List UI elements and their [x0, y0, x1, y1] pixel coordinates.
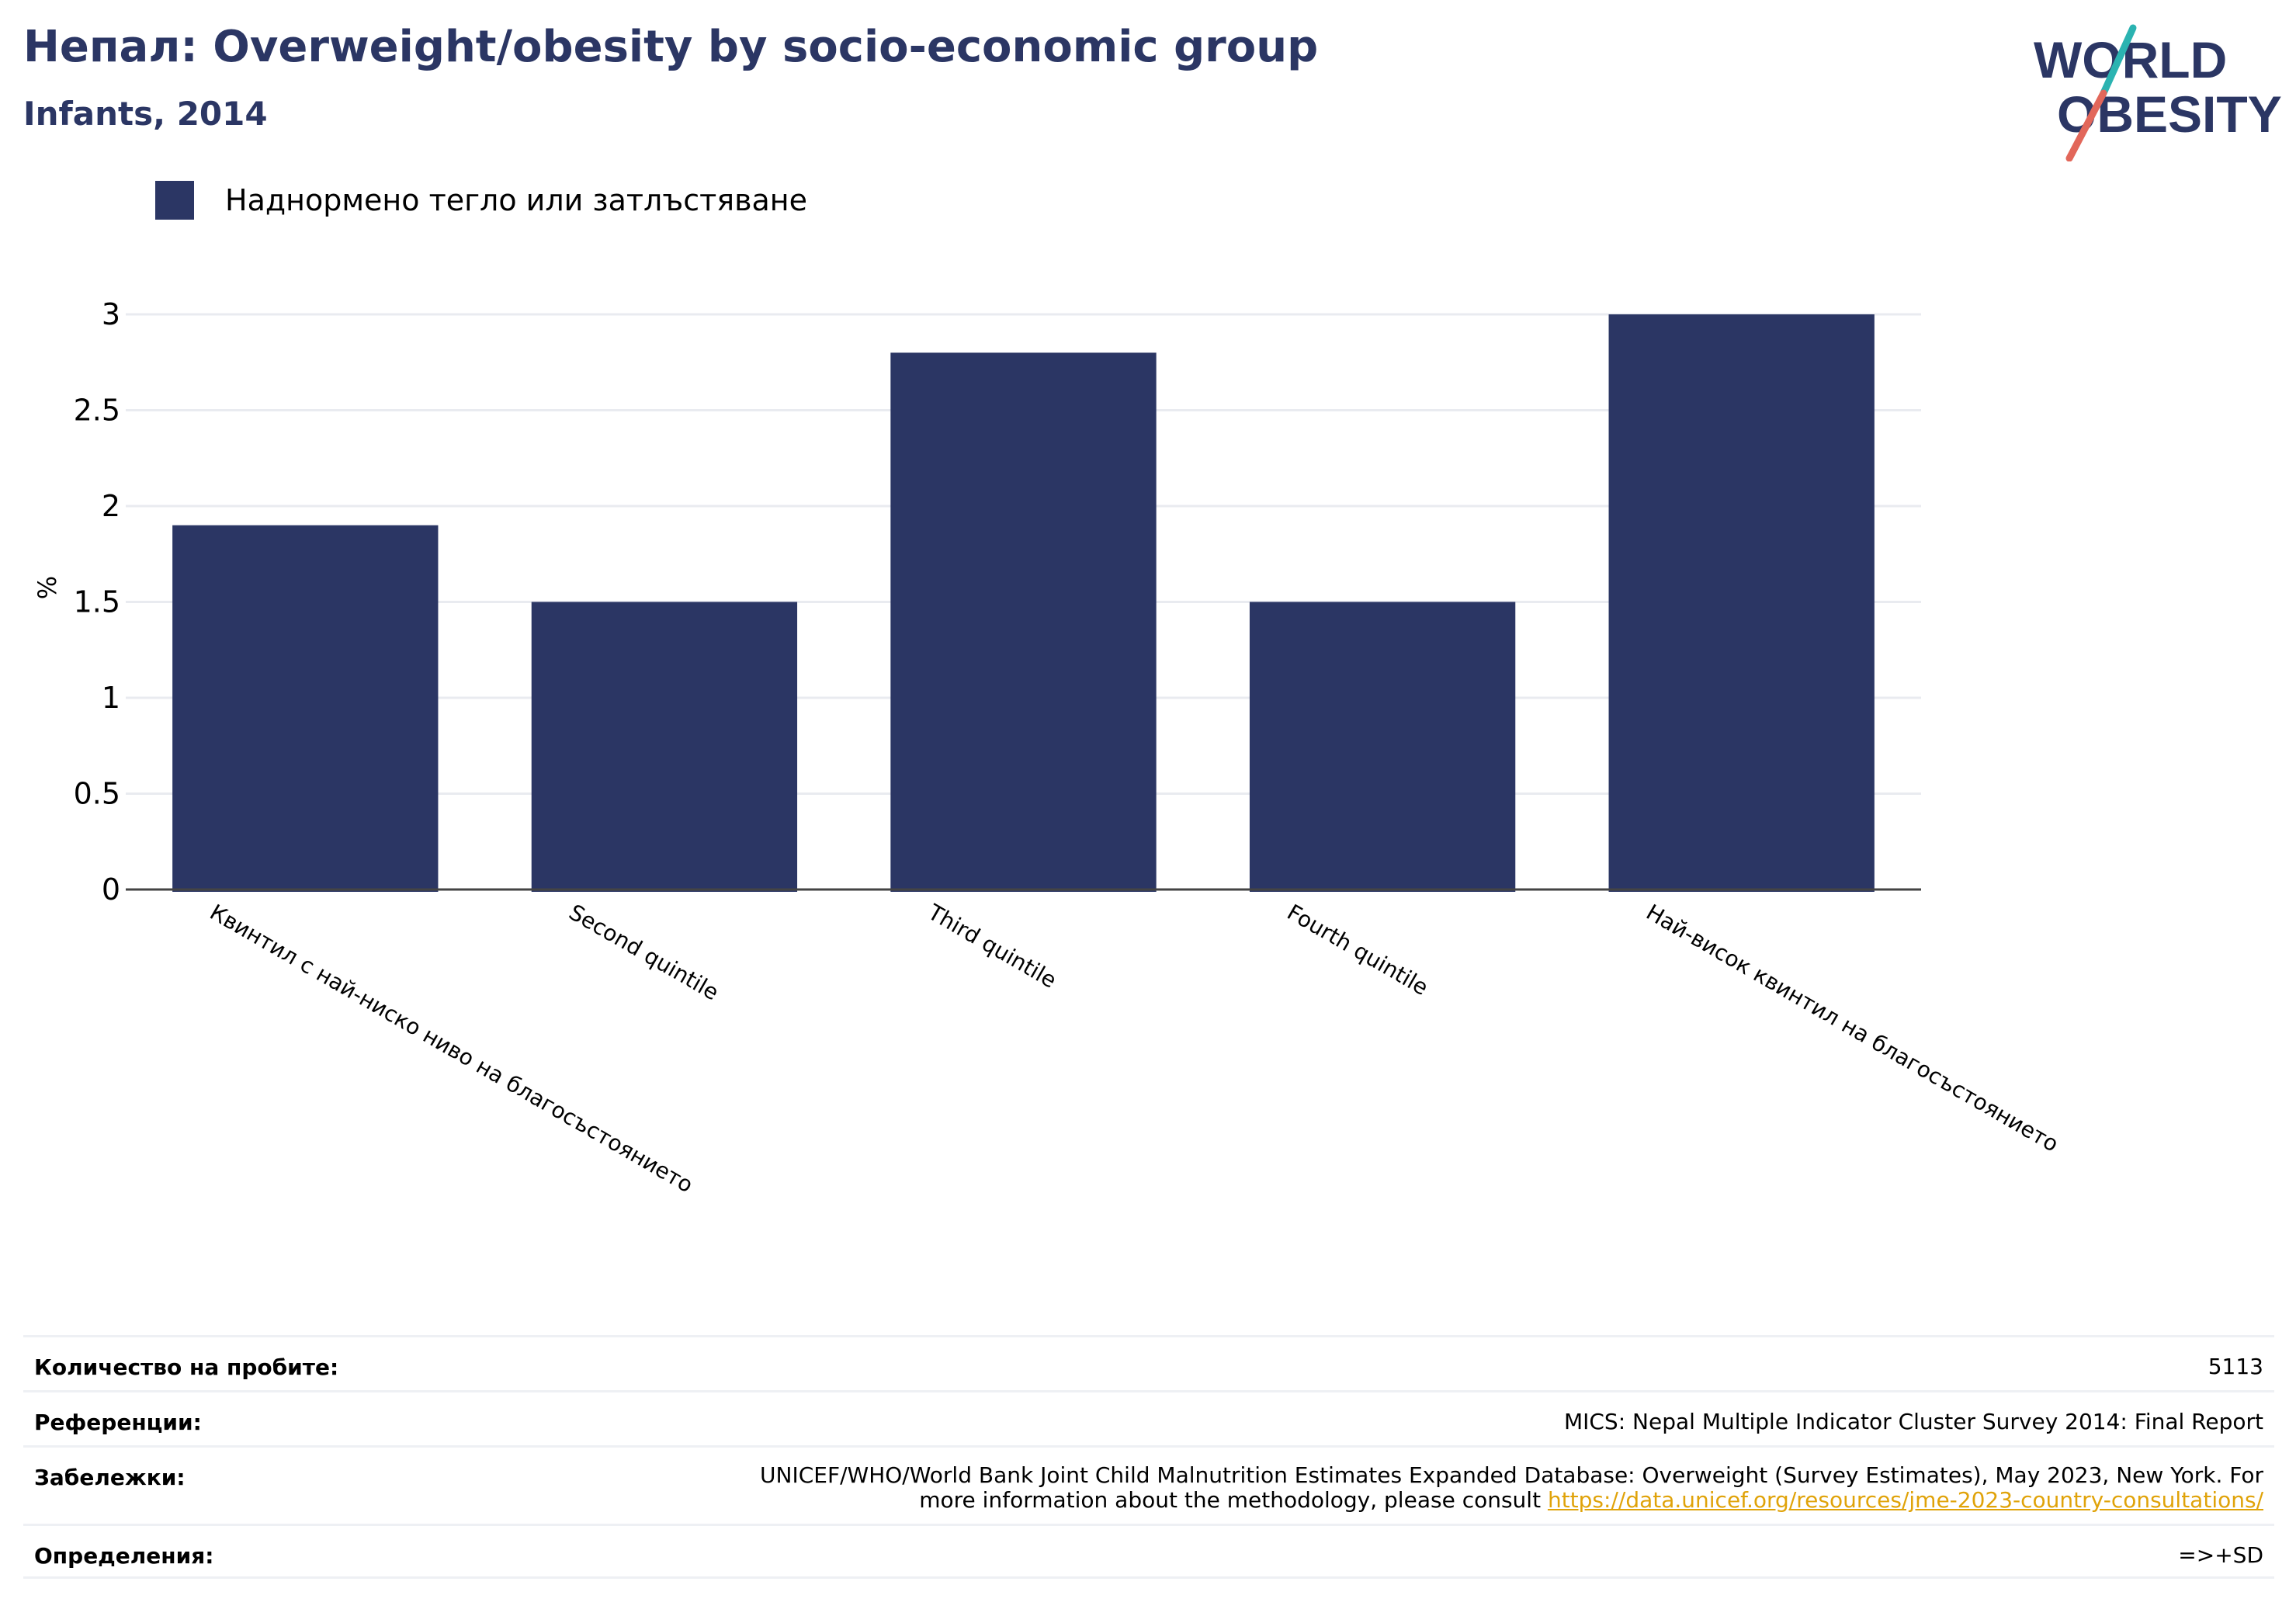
- bar: [531, 602, 798, 892]
- definitions-label: Определения:: [34, 1543, 214, 1569]
- y-tick-label: 2: [102, 489, 120, 523]
- y-tick-label: 0.5: [74, 777, 120, 811]
- x-tick-label: Third quintile: [923, 899, 1061, 994]
- x-tick-label: Най-висок квинтил на благосъстоянието: [1642, 899, 2062, 1157]
- y-axis-label: %: [33, 576, 62, 599]
- notes-text-line-2: more information about the methodology, …: [919, 1487, 1548, 1513]
- legend-label: Наднормено тегло или затлъстяване: [225, 183, 807, 217]
- y-tick-label: 1: [102, 681, 120, 715]
- definitions-value: =>+SD: [2178, 1542, 2263, 1568]
- notes-text-line-1: UNICEF/WHO/World Bank Joint Child Malnut…: [760, 1462, 2263, 1488]
- methodology-link[interactable]: https://data.unicef.org/resources/jme-20…: [1547, 1487, 2263, 1513]
- chart-subtitle: Infants, 2014: [23, 95, 268, 133]
- y-tick-label: 2.5: [74, 394, 120, 428]
- info-row-definitions: Определения: =>+SD: [23, 1524, 2274, 1579]
- logo-slash-teal: [2100, 24, 2137, 97]
- bar-chart: 00.511.522.53%Квинтил с най-ниско ниво н…: [33, 297, 2063, 1198]
- chart-title: Непал: Overweight/obesity by socio-econo…: [23, 22, 1319, 72]
- y-tick-label: 3: [102, 297, 120, 331]
- y-tick-label: 1.5: [74, 585, 120, 619]
- info-row-references: Референции: MICS: Nepal Multiple Indicat…: [23, 1390, 2274, 1445]
- sample-size-label: Количество на пробите:: [34, 1354, 339, 1380]
- world-obesity-logo: WORLD OBESITY: [2034, 24, 2282, 161]
- info-row-sample: Количество на пробите: 5113: [23, 1335, 2274, 1390]
- legend-swatch: [155, 181, 194, 220]
- x-tick-label: Second quintile: [564, 899, 723, 1005]
- bar: [172, 525, 439, 892]
- sample-size-value: 5113: [2208, 1354, 2263, 1379]
- y-tick-label: 0: [102, 872, 120, 907]
- references-label: Референции:: [34, 1410, 202, 1435]
- legend: Наднормено тегло или затлъстяване: [155, 180, 807, 220]
- x-tick-label: Fourth quintile: [1283, 899, 1433, 1001]
- info-row-notes: Забележки: UNICEF/WHO/World Bank Joint C…: [23, 1445, 2274, 1524]
- references-value: MICS: Nepal Multiple Indicator Cluster S…: [1563, 1409, 2263, 1434]
- bar: [1249, 602, 1516, 892]
- info-table: Количество на пробите: 5113 Референции: …: [23, 1335, 2274, 1579]
- logo-slash-red: [2065, 89, 2107, 161]
- bar: [1608, 314, 1875, 892]
- notes-value: UNICEF/WHO/World Bank Joint Child Malnut…: [760, 1448, 2263, 1513]
- notes-label: Забележки:: [34, 1465, 186, 1490]
- bar: [890, 352, 1157, 892]
